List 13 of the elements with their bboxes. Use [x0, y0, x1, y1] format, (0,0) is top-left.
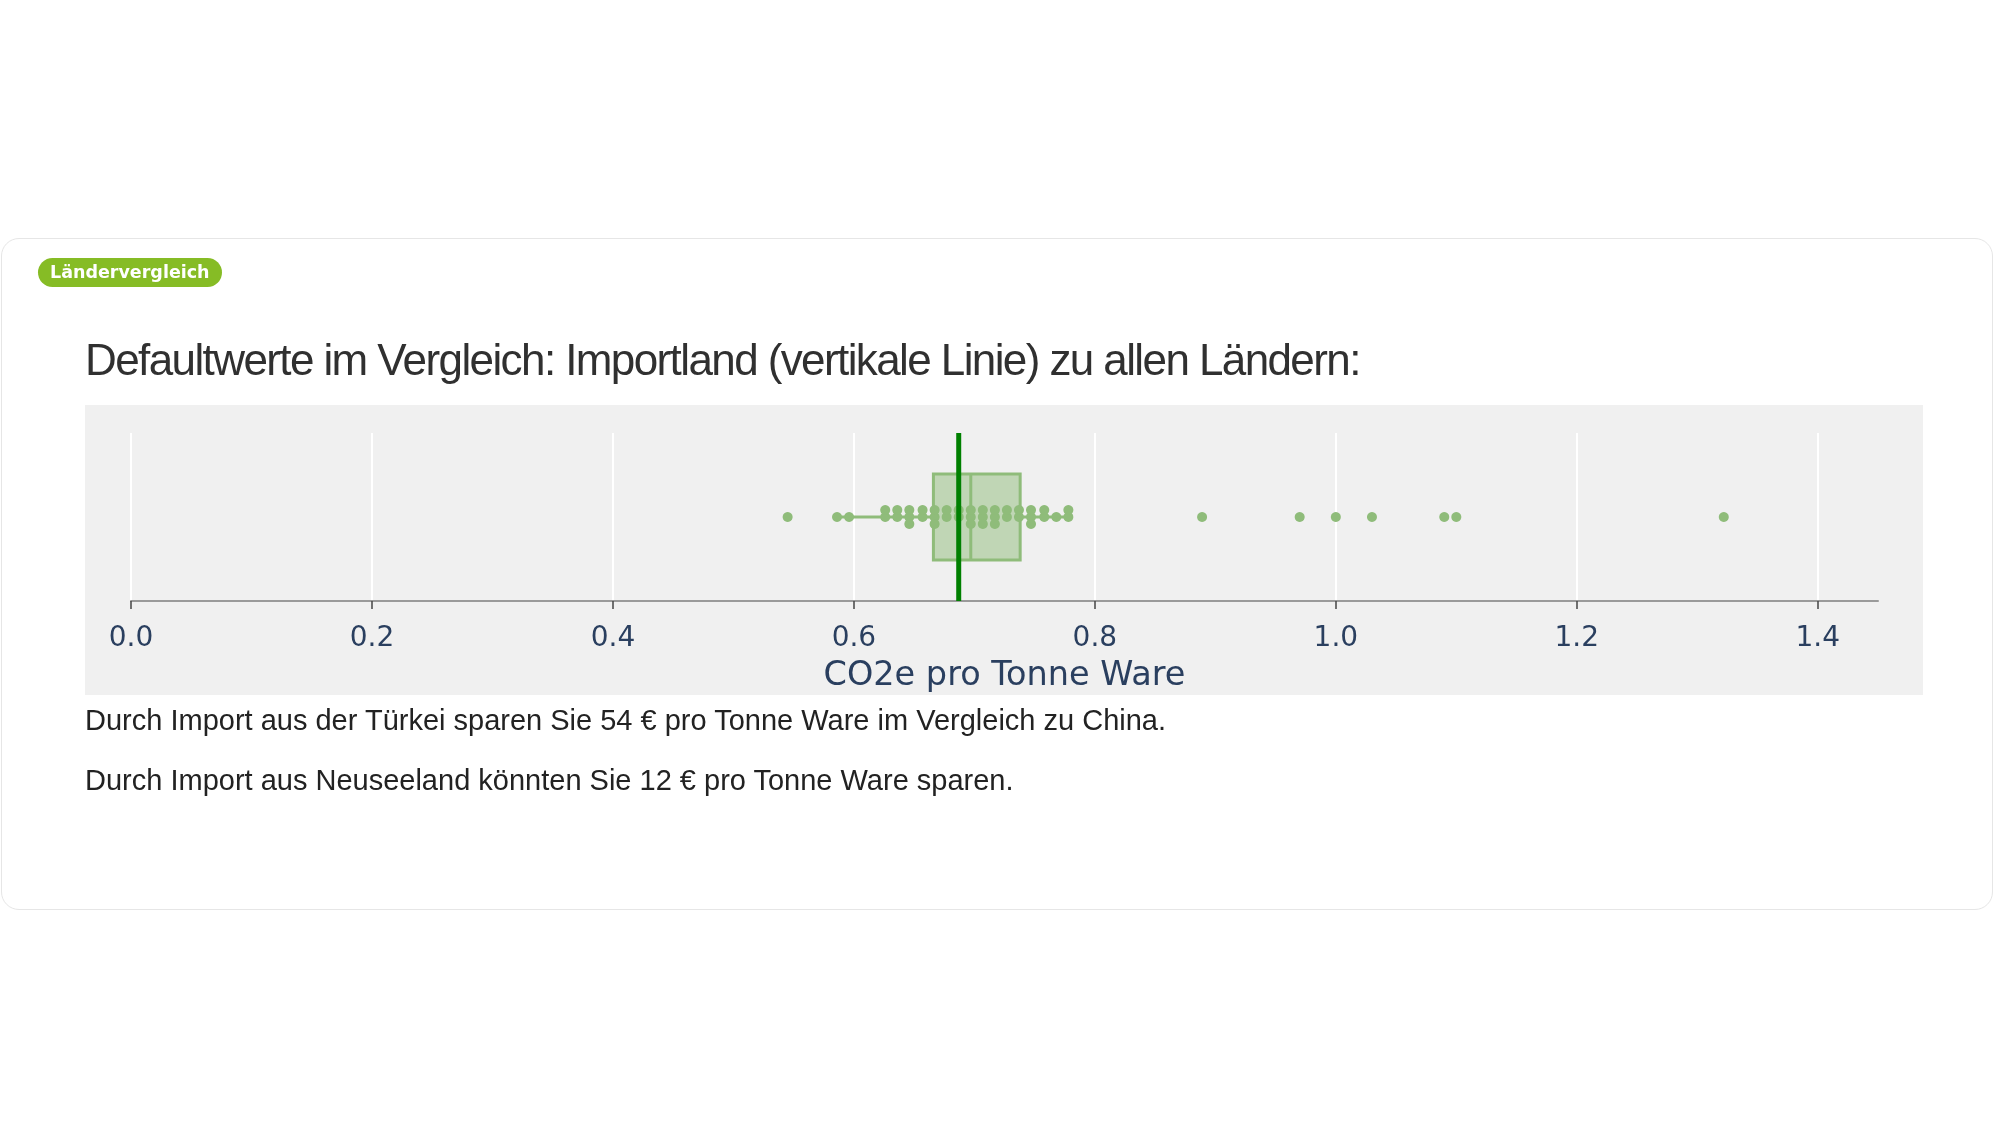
- x-tick-label: 1.4: [1795, 619, 1841, 653]
- text: Ländervergleich: [38, 258, 222, 287]
- text: Durch Import aus Neuseeland könnten Sie 12 € pro Tonne Ware sparen.: [85, 763, 1014, 797]
- x-tick-label: 0.4: [590, 619, 636, 653]
- chart-title: Defaultwerte im Vergleich: Importland (vertikale Linie) zu allen Ländern:: [85, 334, 1360, 386]
- x-tick-label: 0.0: [108, 619, 154, 653]
- x-tick-label: 0.2: [349, 619, 395, 653]
- text: Durch Import aus der Türkei sparen Sie 54 € pro Tonne Ware im Vergleich zu China.: [85, 703, 1167, 737]
- x-tick-label: 1.2: [1554, 619, 1600, 653]
- x-axis-title: CO2e pro Tonne Ware: [823, 653, 1186, 693]
- x-tick-label: 1.0: [1313, 619, 1359, 653]
- x-tick-label: 0.6: [831, 619, 877, 653]
- x-tick-label: 0.8: [1072, 619, 1118, 653]
